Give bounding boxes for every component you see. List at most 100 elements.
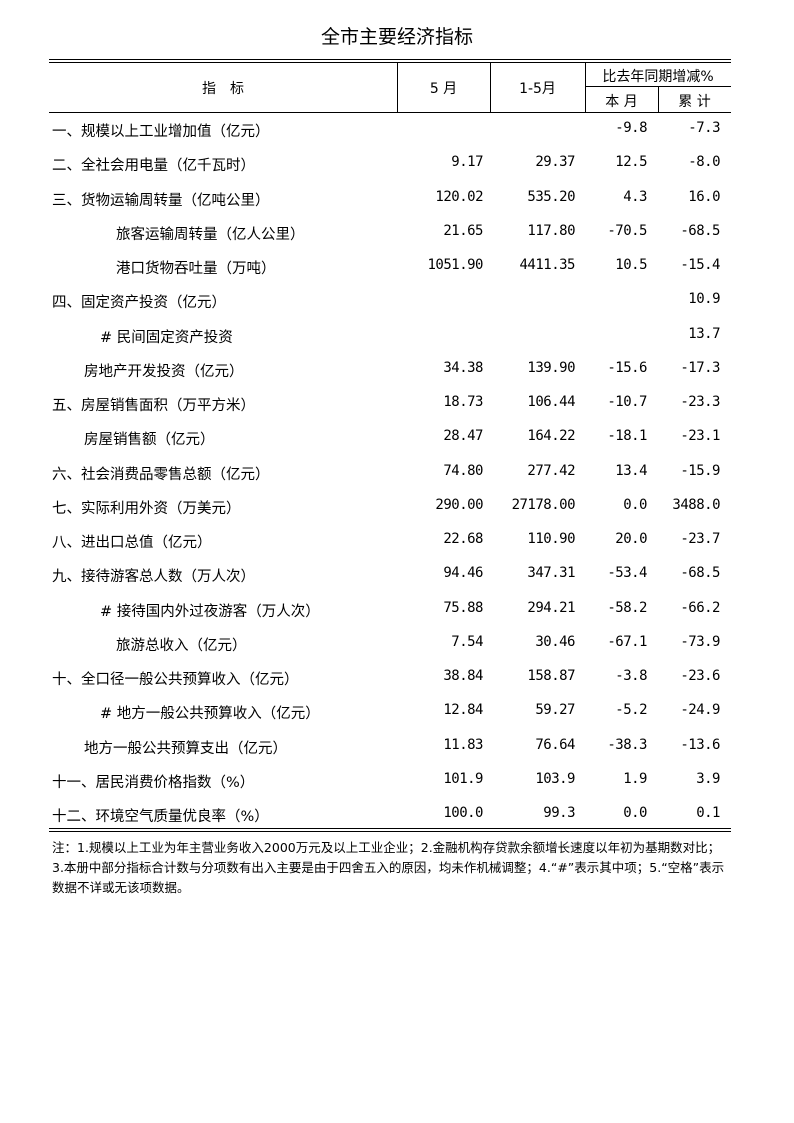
table-row: 二、全社会用电量（亿千瓦时） 9.17 29.37 12.5 -8.0: [49, 146, 731, 180]
table-top-rule: [49, 62, 731, 63]
table-row: 房地产开发投资（亿元） 34.38 139.90 -15.6 -17.3: [49, 352, 731, 386]
table-row: 七、实际利用外资（万美元） 290.00 27178.00 0.0 3488.0: [49, 489, 731, 523]
row-label: 六、社会消费品零售总额（亿元）: [52, 466, 270, 483]
cell-may: 120.02: [435, 188, 483, 205]
page-title: 全市主要经济指标: [320, 26, 473, 48]
cell-may: 12.84: [443, 702, 483, 719]
table-row: 六、社会消费品零售总额（亿元） 74.80 277.42 13.4 -15.9: [49, 455, 731, 489]
row-label: # 民间固定资产投资: [100, 329, 233, 346]
row-label: # 接待国内外过夜游客（万人次）: [100, 603, 320, 620]
cell-cumulative: -68.5: [680, 222, 720, 239]
cell-cumulative: -17.3: [680, 359, 720, 376]
row-label: 港口货物吞吐量（万吨）: [116, 261, 276, 277]
cell-may: 28.47: [443, 428, 483, 445]
cell-jan-may: 103.9: [535, 770, 575, 787]
row-label: 旅游总收入（亿元）: [116, 637, 247, 654]
column-divider: [490, 62, 491, 112]
column-divider: [397, 62, 398, 112]
cell-jan-may: 158.87: [527, 668, 575, 684]
table-row: 地方一般公共预算支出（亿元） 11.83 76.64 -38.3 -13.6: [49, 729, 731, 763]
cell-may: 74.80: [443, 462, 483, 479]
cell-this-month: 4.3: [623, 188, 647, 205]
row-label: 七、实际利用外资（万美元）: [52, 500, 241, 517]
row-label: 房屋销售额（亿元）: [84, 432, 215, 449]
cell-jan-may: 110.90: [527, 531, 575, 547]
cell-cumulative: -15.9: [680, 462, 720, 479]
cell-cumulative: -15.4: [680, 257, 720, 273]
row-label: # 地方一般公共预算收入（亿元）: [100, 706, 320, 723]
header-jan-may: 1-5月: [519, 81, 556, 97]
cell-this-month: 10.5: [615, 257, 647, 273]
row-label: 十一、居民消费价格指数（%）: [52, 774, 255, 791]
cell-this-month: 20.0: [615, 531, 647, 547]
cell-this-month: -15.6: [607, 359, 647, 376]
cell-jan-may: 29.37: [535, 154, 575, 171]
cell-this-month: 1.9: [623, 770, 647, 787]
row-label: 三、货物运输周转量（亿吨公里）: [52, 192, 270, 209]
cell-jan-may: 106.44: [527, 394, 575, 410]
header-this-month: 本 月: [605, 94, 638, 110]
header-may: 5 月: [429, 81, 458, 97]
cell-cumulative: 16.0: [688, 188, 720, 205]
cell-jan-may: 347.31: [527, 565, 575, 582]
cell-this-month: -5.2: [615, 702, 647, 719]
cell-cumulative: -23.7: [680, 531, 720, 547]
cell-cumulative: -73.9: [680, 633, 720, 650]
header-cumulative: 累 计: [678, 94, 711, 110]
cell-may: 7.54: [451, 633, 483, 650]
column-divider: [658, 86, 659, 112]
row-label: 二、全社会用电量（亿千瓦时）: [52, 158, 255, 175]
cell-may: 100.0: [443, 805, 483, 821]
cell-may: 18.73: [443, 394, 483, 410]
cell-jan-may: 164.22: [527, 428, 575, 445]
cell-this-month: -9.8: [615, 120, 647, 136]
row-label: 房地产开发投资（亿元）: [84, 363, 244, 380]
cell-cumulative: 10.9: [688, 291, 720, 308]
cell-may: 9.17: [451, 154, 483, 171]
table-row: 旅游总收入（亿元） 7.54 30.46 -67.1 -73.9: [49, 626, 731, 660]
cell-this-month: -18.1: [607, 428, 647, 445]
row-label: 九、接待游客总人数（万人次）: [52, 569, 255, 586]
row-label: 五、房屋销售面积（万平方米）: [52, 398, 255, 414]
cell-jan-may: 277.42: [527, 462, 575, 479]
cell-this-month: -53.4: [607, 565, 647, 582]
header-bottom-rule: [49, 112, 731, 113]
cell-jan-may: 59.27: [535, 702, 575, 719]
cell-this-month: -70.5: [607, 222, 647, 239]
cell-cumulative: -23.6: [680, 668, 720, 684]
cell-may: 290.00: [435, 496, 483, 513]
cell-cumulative: -23.3: [680, 394, 720, 410]
cell-cumulative: 3.9: [696, 770, 720, 787]
cell-may: 11.83: [443, 736, 483, 753]
cell-cumulative: 13.7: [688, 325, 720, 342]
cell-this-month: 0.0: [623, 805, 647, 821]
row-label: 一、规模以上工业增加值（亿元）: [52, 124, 270, 140]
table-row: 五、房屋销售面积（万平方米） 18.73 106.44 -10.7 -23.3: [49, 386, 731, 420]
table-top-rule: [49, 59, 731, 60]
cell-this-month: -3.8: [615, 668, 647, 684]
cell-may: 21.65: [443, 222, 483, 239]
row-label: 旅客运输周转量（亿人公里）: [116, 226, 305, 243]
table-row: 四、固定资产投资（亿元） 10.9: [49, 283, 731, 317]
table-row: 十、全口径一般公共预算收入（亿元） 38.84 158.87 -3.8 -23.6: [49, 660, 731, 694]
row-label: 四、固定资产投资（亿元）: [52, 295, 226, 312]
cell-cumulative: -23.1: [680, 428, 720, 445]
cell-jan-may: 4411.35: [519, 257, 575, 273]
cell-this-month: -10.7: [607, 394, 647, 410]
row-label: 地方一般公共预算支出（亿元）: [84, 740, 287, 757]
cell-may: 75.88: [443, 599, 483, 616]
table-bottom-rule: [49, 828, 731, 829]
table-row: 三、货物运输周转量（亿吨公里） 120.02 535.20 4.3 16.0: [49, 181, 731, 215]
header-yoy: 比去年同期增减%: [602, 69, 714, 85]
row-label: 八、进出口总值（亿元）: [52, 535, 212, 551]
table-row: # 接待国内外过夜游客（万人次） 75.88 294.21 -58.2 -66.2: [49, 592, 731, 626]
cell-cumulative: -68.5: [680, 565, 720, 582]
cell-may: 94.46: [443, 565, 483, 582]
table-row: 十二、环境空气质量优良率（%） 100.0 99.3 0.0 0.1: [49, 797, 731, 831]
cell-jan-may: 27178.00: [511, 496, 576, 513]
cell-jan-may: 99.3: [543, 805, 575, 821]
cell-this-month: -38.3: [607, 736, 647, 753]
table-row: 一、规模以上工业增加值（亿元） -9.8 -7.3: [49, 112, 731, 146]
table-bottom-rule: [49, 831, 731, 832]
table-row: 港口货物吞吐量（万吨） 1051.90 4411.35 10.5 -15.4: [49, 249, 731, 283]
